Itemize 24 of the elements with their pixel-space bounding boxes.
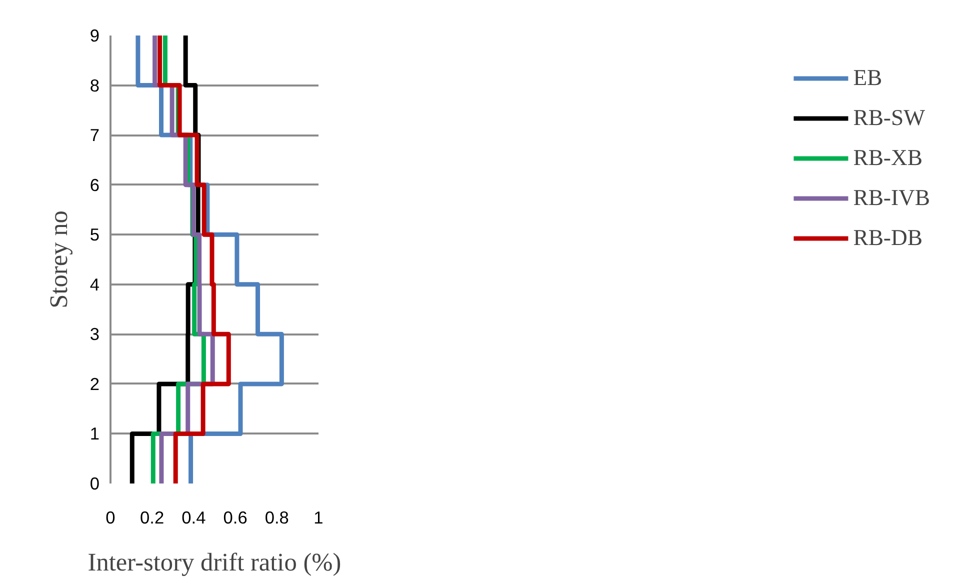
line-series	[158, 36, 231, 484]
x-tick-label: 0.4	[182, 508, 206, 528]
legend-label: RB-XB	[853, 145, 922, 171]
x-axis-title: Inter-story drift ratio (%)	[88, 548, 342, 576]
x-tick-label: 0.2	[140, 508, 164, 528]
y-tick-label: 3	[90, 324, 100, 344]
y-tick-label: 2	[90, 374, 100, 394]
y-tick-label: 8	[90, 75, 100, 96]
y-tick-label: 6	[90, 174, 100, 195]
x-tick-label: 0.6	[223, 508, 248, 528]
x-tick-label: 0	[106, 508, 116, 528]
y-axis-title: Storey no	[44, 210, 73, 308]
y-tick-label: 7	[90, 125, 100, 146]
x-tick-label: 0.8	[264, 508, 289, 528]
x-tick-label: 1	[314, 508, 324, 528]
y-tick-label: 9	[90, 26, 100, 46]
legend-label: EB	[853, 65, 882, 91]
legend-label: RB-DB	[853, 225, 922, 251]
y-tick-label: 4	[90, 274, 100, 294]
legend-label: RB-IVB	[853, 185, 930, 211]
y-tick-label: 5	[90, 224, 100, 245]
y-tick-label: 1	[90, 424, 100, 444]
y-tick-label: 0	[90, 474, 100, 494]
legend-label: RB-SW	[853, 105, 925, 131]
